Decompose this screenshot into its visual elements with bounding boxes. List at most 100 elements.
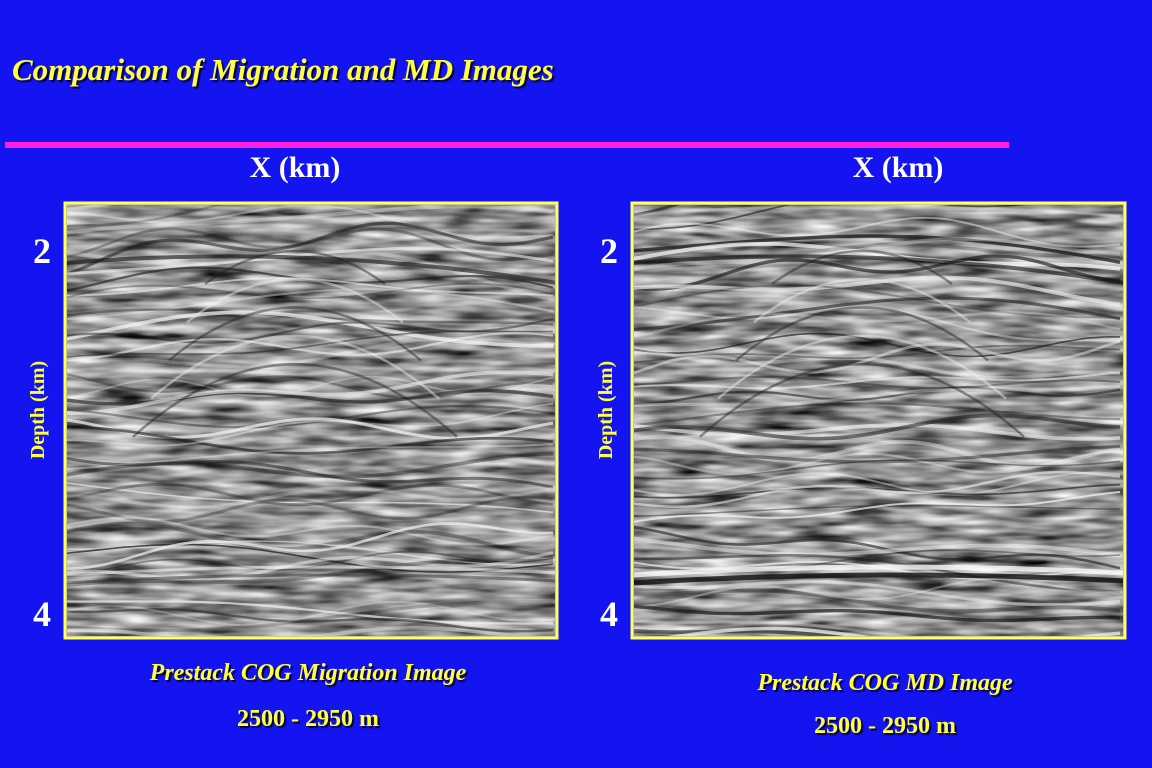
reflector — [634, 423, 1121, 441]
panel: X (km) 2 4 Depth (km) Prestack COG MD Image 2… — [595, 151, 1127, 739]
diffraction-arc — [699, 362, 1025, 438]
strong-reflector — [634, 564, 1123, 578]
reflector — [634, 525, 1121, 570]
reflector — [67, 600, 553, 625]
reflector — [67, 482, 554, 507]
reflector — [67, 482, 554, 514]
reflector — [634, 491, 1121, 523]
image-frame — [63, 201, 559, 640]
diffraction-arc — [132, 362, 458, 438]
panel: X (km) 2 4 Depth (km) Prestack COG Migration… — [27, 151, 559, 732]
reflector — [634, 236, 1121, 272]
reflector — [634, 254, 1121, 291]
strong-reflector — [634, 572, 1123, 586]
reflector — [634, 216, 1121, 248]
reflector — [67, 626, 536, 636]
reflector — [634, 275, 1121, 307]
reflector — [67, 205, 554, 235]
diffraction-arc — [753, 278, 971, 324]
reflector — [67, 402, 554, 447]
reflector — [67, 310, 554, 348]
seismic-image — [634, 205, 1123, 636]
reflector — [634, 384, 1121, 407]
diffraction-arc — [186, 278, 404, 324]
reflector — [634, 296, 1121, 332]
slide-title: Comparison of Migration and MD Images — [12, 52, 554, 87]
reflector — [67, 451, 554, 479]
caption: Prestack COG Migration Image — [149, 660, 467, 686]
reflector — [634, 588, 1121, 614]
reflector — [634, 470, 1121, 508]
reflector — [634, 450, 1121, 476]
reflector — [67, 600, 554, 627]
reflector — [634, 434, 1121, 468]
reflector — [634, 346, 1121, 380]
reflector — [67, 331, 554, 362]
reflector — [67, 521, 554, 559]
reflector — [634, 306, 1121, 343]
reflector — [67, 486, 554, 510]
reflector — [67, 543, 554, 573]
reflector — [67, 205, 554, 239]
reflector — [634, 554, 1121, 593]
reflector — [67, 404, 554, 429]
reflector — [634, 332, 1121, 358]
diffraction-arc — [168, 306, 422, 362]
reflector — [67, 282, 554, 300]
title-rule — [5, 142, 1009, 148]
reflector — [67, 516, 554, 546]
reflector — [67, 330, 554, 358]
reflector — [67, 495, 554, 524]
reflector — [634, 459, 1121, 480]
diffraction-arc — [735, 306, 989, 362]
reflector — [634, 205, 1027, 231]
reflector — [634, 619, 914, 636]
image-frame — [630, 201, 1127, 640]
y-tick-label: 2 — [600, 231, 618, 271]
reflector — [67, 443, 554, 470]
reflector — [67, 375, 554, 399]
reflector — [634, 344, 1121, 364]
strong-reflector — [67, 573, 555, 585]
caption: Prestack COG MD Image — [756, 670, 1013, 696]
strong-reflector — [67, 254, 555, 285]
reflector — [634, 371, 1121, 390]
reflector — [67, 247, 554, 276]
reflector — [634, 444, 1121, 464]
diffraction-arc — [204, 249, 386, 286]
reflector — [634, 339, 1121, 375]
strong-reflector — [67, 565, 555, 577]
caption-range: 2500 - 2950 m — [814, 713, 956, 739]
reflector — [67, 288, 554, 321]
reflector — [634, 241, 1121, 271]
reflector — [67, 205, 225, 228]
reflector — [634, 311, 1121, 339]
reflector — [67, 608, 554, 633]
reflector — [67, 558, 554, 588]
reflector — [67, 551, 554, 582]
reflector — [634, 386, 1121, 406]
y-tick-label: 4 — [33, 594, 51, 634]
reflector — [67, 599, 554, 633]
reflector — [67, 370, 554, 416]
reflector — [634, 471, 1121, 497]
reflector — [67, 337, 554, 369]
reflector — [634, 284, 1121, 319]
diffraction-arc — [150, 334, 440, 400]
reflector — [634, 580, 1121, 607]
reflector — [67, 425, 554, 455]
seismic-image — [67, 205, 555, 636]
y-tick-label: 4 — [600, 594, 618, 634]
reflector — [67, 540, 554, 566]
reflector — [67, 317, 554, 344]
reflector — [634, 206, 1121, 218]
reflector — [67, 221, 554, 276]
diffraction-arc — [771, 249, 953, 286]
x-axis-label: X (km) — [250, 151, 341, 184]
reflector — [67, 277, 554, 297]
reflector — [634, 375, 1121, 389]
reflector — [67, 522, 554, 570]
strong-reflector — [634, 254, 1123, 285]
